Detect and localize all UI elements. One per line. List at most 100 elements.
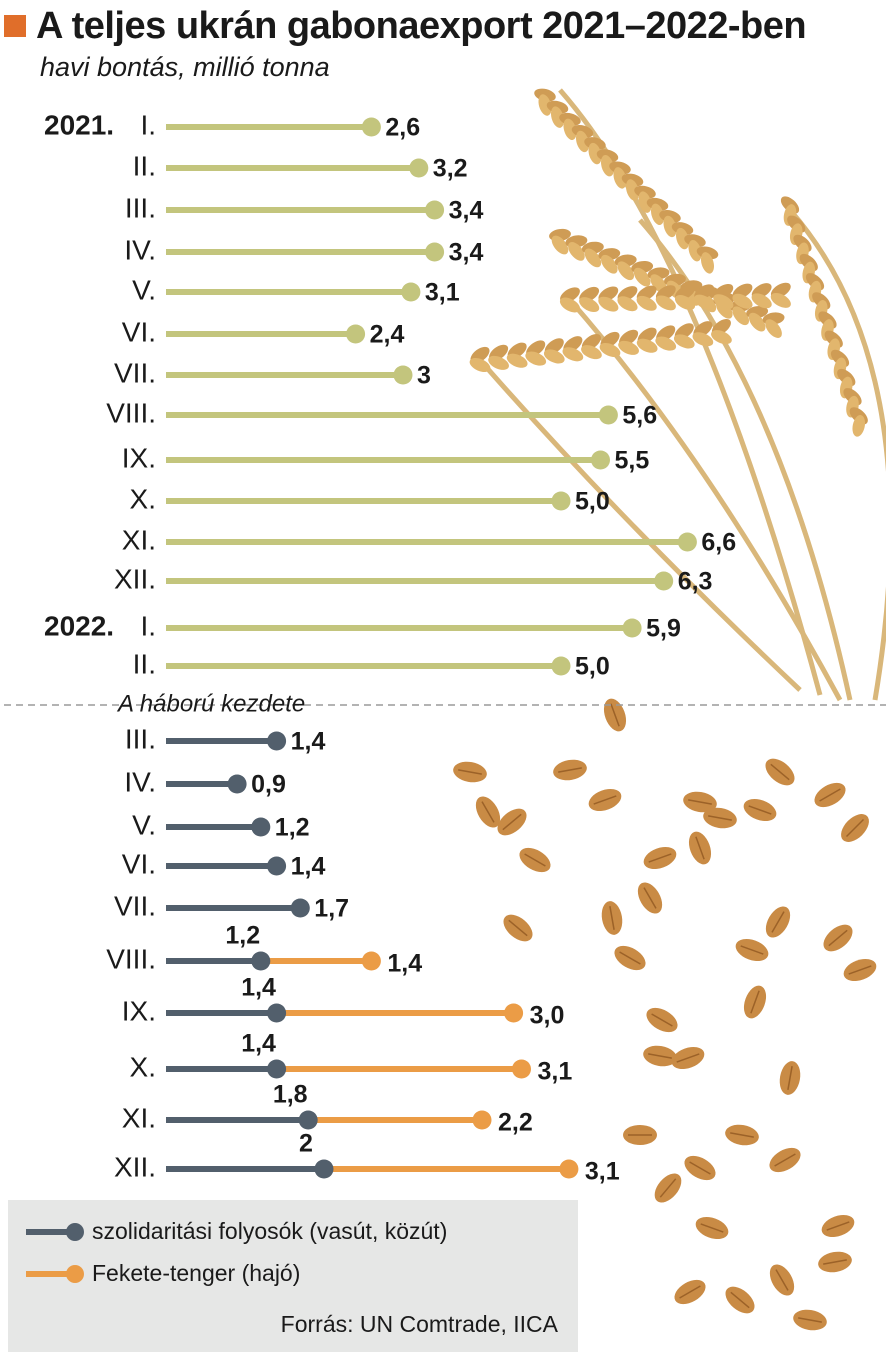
wheat-part bbox=[524, 853, 546, 867]
wheat-part bbox=[708, 815, 732, 821]
source-note: Forrás: UN Comtrade, IICA bbox=[280, 1311, 558, 1337]
month-label: XII. bbox=[114, 563, 156, 594]
wheat-stalks bbox=[469, 88, 886, 702]
bar-end-dot bbox=[425, 242, 445, 262]
wheat-part bbox=[659, 1178, 677, 1198]
value-label-rail-road: 1,2 bbox=[225, 922, 260, 950]
war-start-label: A háború kezdete bbox=[116, 690, 305, 717]
month-label: III. bbox=[125, 723, 156, 754]
wheat-part bbox=[700, 252, 715, 274]
value-label-rail-road: 1,4 bbox=[291, 728, 326, 756]
bar-end-dot bbox=[591, 450, 610, 470]
wheat-part bbox=[655, 336, 677, 351]
wheat-part bbox=[488, 355, 509, 370]
bar-end-dot bbox=[267, 731, 287, 751]
month-label: IX. bbox=[122, 442, 156, 473]
wheat-part bbox=[732, 293, 753, 309]
wheat-part bbox=[508, 919, 528, 937]
wheat-part bbox=[481, 801, 495, 823]
value-label: 5,9 bbox=[646, 615, 681, 643]
wheat-part bbox=[575, 130, 590, 153]
bar-end-dot bbox=[559, 1159, 579, 1179]
wheat-part bbox=[845, 818, 865, 838]
value-label: 3,2 bbox=[433, 155, 468, 183]
wheat-part bbox=[651, 1013, 673, 1027]
wheat-part bbox=[692, 332, 714, 347]
bar-end-dot bbox=[551, 491, 571, 511]
wheat-part bbox=[826, 1221, 850, 1231]
wheat-part bbox=[469, 357, 491, 373]
wheat-part bbox=[765, 319, 782, 338]
value-label: 2,4 bbox=[370, 321, 405, 349]
value-label: 3 bbox=[417, 362, 431, 390]
wheat-part bbox=[798, 1317, 822, 1323]
month-label: IV. bbox=[124, 234, 156, 265]
month-label: X. bbox=[130, 483, 156, 514]
month-label: VI. bbox=[122, 848, 156, 879]
wheat-part bbox=[599, 342, 621, 358]
month-label: II. bbox=[133, 150, 156, 181]
legend-label-rail-road: szolidaritási folyosók (vasút, közút) bbox=[92, 1218, 448, 1244]
wheat-part bbox=[751, 293, 772, 309]
month-label: IV. bbox=[124, 766, 156, 797]
title-marker bbox=[4, 15, 26, 37]
value-label: 5,5 bbox=[615, 447, 650, 475]
wheat-part bbox=[848, 965, 872, 975]
value-label-rail-road: 1,4 bbox=[241, 974, 276, 1002]
value-label: 3,4 bbox=[449, 239, 484, 267]
value-label-black-sea: 2,2 bbox=[498, 1109, 533, 1137]
wheat-part bbox=[679, 1285, 701, 1299]
wheat-part bbox=[675, 227, 690, 250]
wheat-part bbox=[711, 330, 732, 345]
bar-end-dot bbox=[361, 951, 381, 971]
bar-end-dot bbox=[409, 158, 429, 178]
wheat-part bbox=[613, 167, 627, 189]
wheat-part bbox=[676, 1053, 700, 1063]
value-label-black-sea: 3,1 bbox=[585, 1158, 620, 1186]
bar-end-dot bbox=[472, 1110, 492, 1130]
wheat-part bbox=[543, 349, 565, 364]
chart-subtitle: havi bontás, millió tonna bbox=[40, 52, 330, 82]
month-label: V. bbox=[132, 809, 156, 840]
legend: szolidaritási folyosók (vasút, közút) Fe… bbox=[8, 1200, 578, 1352]
wheat-part bbox=[775, 1269, 789, 1291]
bar-end-dot bbox=[251, 951, 271, 971]
wheat-part bbox=[579, 297, 600, 313]
wheat-part bbox=[648, 853, 672, 863]
wheat-part bbox=[617, 296, 638, 312]
chart-title: A teljes ukrán gabonaexport 2021–2022-be… bbox=[36, 4, 807, 47]
wheat-part bbox=[625, 179, 640, 201]
wheat-part bbox=[550, 106, 565, 128]
wheat-part bbox=[740, 945, 764, 955]
value-label-rail-road: 1,2 bbox=[275, 814, 310, 842]
value-label-rail-road: 2 bbox=[299, 1130, 313, 1158]
month-label: VIII. bbox=[106, 943, 156, 974]
month-label: IX. bbox=[122, 995, 156, 1026]
value-label: 3,4 bbox=[449, 197, 484, 225]
wheat-part bbox=[713, 294, 734, 310]
value-label-rail-road: 1,4 bbox=[291, 853, 326, 881]
wheat-part bbox=[650, 203, 665, 225]
wheat-part bbox=[828, 929, 848, 947]
value-label: 6,3 bbox=[678, 568, 713, 596]
month-label: I. bbox=[140, 109, 156, 140]
bar-end-dot bbox=[393, 365, 413, 385]
value-label-rail-road: 1,4 bbox=[241, 1030, 276, 1058]
bar-end-dot bbox=[251, 817, 271, 837]
wheat-part bbox=[538, 94, 552, 116]
month-label: VII. bbox=[114, 357, 156, 388]
wheat-part bbox=[852, 414, 866, 437]
value-label-rail-road: 1,8 bbox=[273, 1081, 308, 1109]
value-label: 5,0 bbox=[575, 488, 610, 516]
bar-end-dot bbox=[401, 282, 421, 302]
wheat-part bbox=[750, 990, 760, 1014]
wheat-part bbox=[643, 887, 657, 909]
wheat-part bbox=[748, 805, 772, 815]
wheat-part bbox=[525, 351, 547, 366]
wheat-part bbox=[673, 334, 695, 349]
wheat-part bbox=[688, 240, 702, 262]
bar-end-dot bbox=[512, 1059, 531, 1079]
value-label-rail-road: 0,9 bbox=[251, 771, 286, 799]
wheat-part bbox=[568, 242, 585, 261]
